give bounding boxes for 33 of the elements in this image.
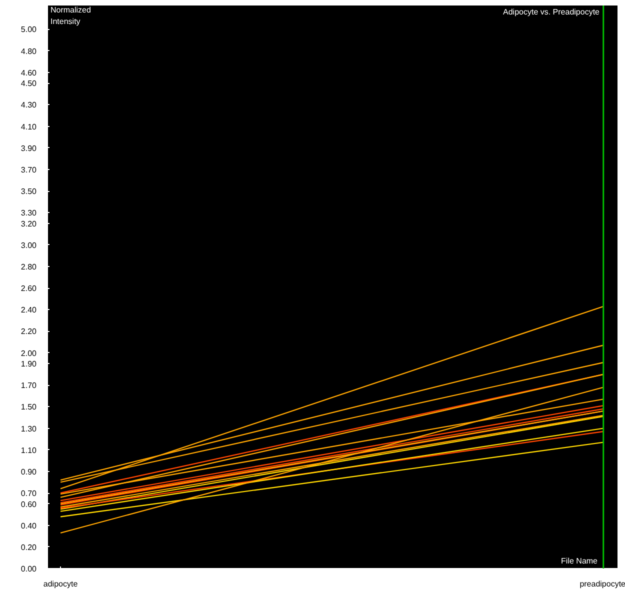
y-tick-label: 2.20: [20, 327, 38, 336]
y-tick-label: 3.90: [20, 144, 38, 153]
y-tick-label: 3.20: [20, 219, 38, 228]
y-tick-label: 4.10: [20, 122, 38, 132]
y-tick-label: 0.00: [20, 564, 38, 574]
y-tick-label: 2.80: [20, 262, 38, 272]
x-tick-label: preadipocyte: [580, 580, 625, 588]
y-tick-label: 3.50: [20, 187, 38, 196]
y-tick-label: 2.00: [20, 348, 38, 358]
y-tick-label: 2.60: [20, 284, 38, 294]
y-tick-label: 3.00: [20, 240, 38, 250]
y-tick-label: 2.40: [20, 306, 38, 315]
y-tick-label: 4.80: [20, 46, 38, 56]
x-axis-title: File Name: [561, 556, 598, 566]
y-tick-label: 4.50: [20, 79, 38, 88]
y-tick-label: 3.70: [20, 165, 38, 174]
y-tick-label: 1.10: [20, 446, 38, 455]
y-axis-title: Normalized Intensity: [50, 6, 91, 26]
y-tick-label: 4.30: [20, 100, 38, 110]
y-tick-label: 0.20: [20, 542, 38, 552]
y-tick-label: 1.50: [20, 402, 38, 412]
y-tick-label: 1.70: [20, 381, 38, 390]
y-tick-label: 0.40: [20, 521, 38, 530]
chart-title: Adipocyte vs. Preadipocyte: [503, 8, 600, 16]
y-tick-label: 4.60: [20, 68, 38, 78]
y-tick-label: 5.00: [20, 25, 38, 34]
y-tick-label: 0.70: [20, 489, 38, 498]
y-tick-label: 1.30: [20, 424, 38, 434]
y-tick-label: 3.30: [20, 208, 38, 218]
x-tick-label: adipocyte: [43, 580, 78, 588]
y-tick-label: 0.90: [20, 467, 38, 476]
y-tick-label: 0.60: [20, 500, 38, 509]
y-tick-label: 1.90: [20, 360, 38, 369]
